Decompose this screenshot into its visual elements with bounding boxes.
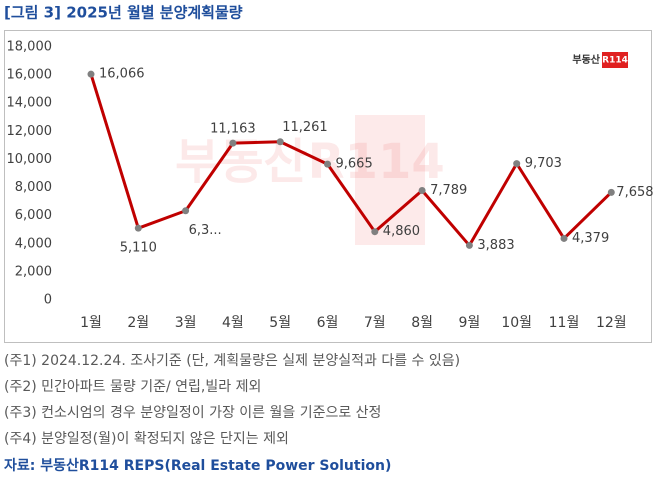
marker <box>182 207 190 215</box>
y-tick-label: 6,000 <box>15 208 52 223</box>
marker <box>276 138 284 146</box>
marker <box>418 187 426 195</box>
y-tick-label: 18,000 <box>7 40 53 55</box>
x-tick-label: 9월 <box>459 315 481 331</box>
marker <box>371 228 379 236</box>
x-tick-label: 5월 <box>269 315 291 331</box>
y-tick-label: 16,000 <box>7 68 53 83</box>
watermark-badge <box>355 115 425 245</box>
y-tick-label: 4,000 <box>15 236 52 251</box>
marker <box>513 160 521 168</box>
note: (주3) 컨소시엄의 경우 분양일정이 가장 이른 월을 기준으로 산정 <box>4 405 381 421</box>
data-label: 9,703 <box>525 156 562 171</box>
data-label: 9,665 <box>336 157 373 172</box>
y-tick-label: 2,000 <box>15 264 52 279</box>
data-label: 11,261 <box>282 120 328 135</box>
y-tick-label: 10,000 <box>7 152 53 167</box>
note: (주1) 2024.12.24. 조사기준 (단, 계획물량은 실제 분양실적과… <box>4 353 460 369</box>
marker <box>560 234 568 242</box>
logo-badge-box <box>602 52 628 68</box>
x-tick-label: 1월 <box>80 315 102 331</box>
watermark: 부동산R114 <box>175 134 445 190</box>
data-label: 7,658 <box>616 185 653 200</box>
x-tick-label: 2월 <box>127 315 149 331</box>
data-label: 7,789 <box>430 183 467 198</box>
note: (주2) 민간아파트 물량 기준/ 연립,빌라 제외 <box>4 379 261 395</box>
y-tick-label: 12,000 <box>7 124 53 139</box>
data-label: 4,379 <box>572 231 609 246</box>
y-tick-label: 14,000 <box>7 96 53 111</box>
chart-frame <box>4 30 652 343</box>
marker <box>134 224 142 232</box>
data-label: 5,110 <box>120 241 157 256</box>
note: (주4) 분양일정(월)이 확정되지 않은 단지는 제외 <box>4 431 289 447</box>
logo-text: 부동산 <box>572 53 600 66</box>
x-tick-label: 10월 <box>501 315 532 331</box>
x-tick-label: 6월 <box>317 315 339 331</box>
x-tick-label: 11월 <box>549 315 580 331</box>
data-label: 11,163 <box>210 122 256 137</box>
marker <box>465 241 473 249</box>
source: 자료: 부동산R114 REPS(Real Estate Power Solut… <box>4 457 391 474</box>
x-tick-label: 7월 <box>364 315 386 331</box>
x-tick-label: 4월 <box>222 315 244 331</box>
title: [그림 3] 2025년 월별 분양계획물량 <box>4 4 243 22</box>
x-tick-label: 8월 <box>411 315 433 331</box>
x-tick-label: 3월 <box>175 315 197 331</box>
y-tick-label: 0 <box>44 293 52 308</box>
logo-badge: R114 <box>602 56 628 66</box>
x-tick-label: 12월 <box>596 315 627 331</box>
data-label: 3,883 <box>477 238 514 253</box>
data-label: 16,066 <box>99 67 145 82</box>
line <box>89 73 613 247</box>
marker <box>87 70 95 78</box>
data-label: 4,860 <box>383 224 420 239</box>
y-tick-label: 8,000 <box>15 180 52 195</box>
data-label: 6,3... <box>189 223 222 238</box>
marker <box>229 139 237 147</box>
marker <box>607 188 615 196</box>
marker <box>324 160 331 168</box>
